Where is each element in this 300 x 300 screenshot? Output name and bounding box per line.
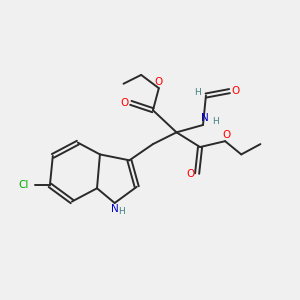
Text: H: H: [194, 88, 201, 97]
Text: N: N: [111, 205, 119, 214]
Text: O: O: [155, 77, 163, 87]
Text: Cl: Cl: [18, 180, 28, 190]
Text: O: O: [120, 98, 128, 108]
Text: O: O: [187, 169, 195, 178]
Text: H: H: [118, 207, 124, 216]
Text: O: O: [232, 86, 240, 96]
Text: N: N: [201, 113, 208, 124]
Text: H: H: [212, 117, 219, 126]
Text: O: O: [222, 130, 231, 140]
